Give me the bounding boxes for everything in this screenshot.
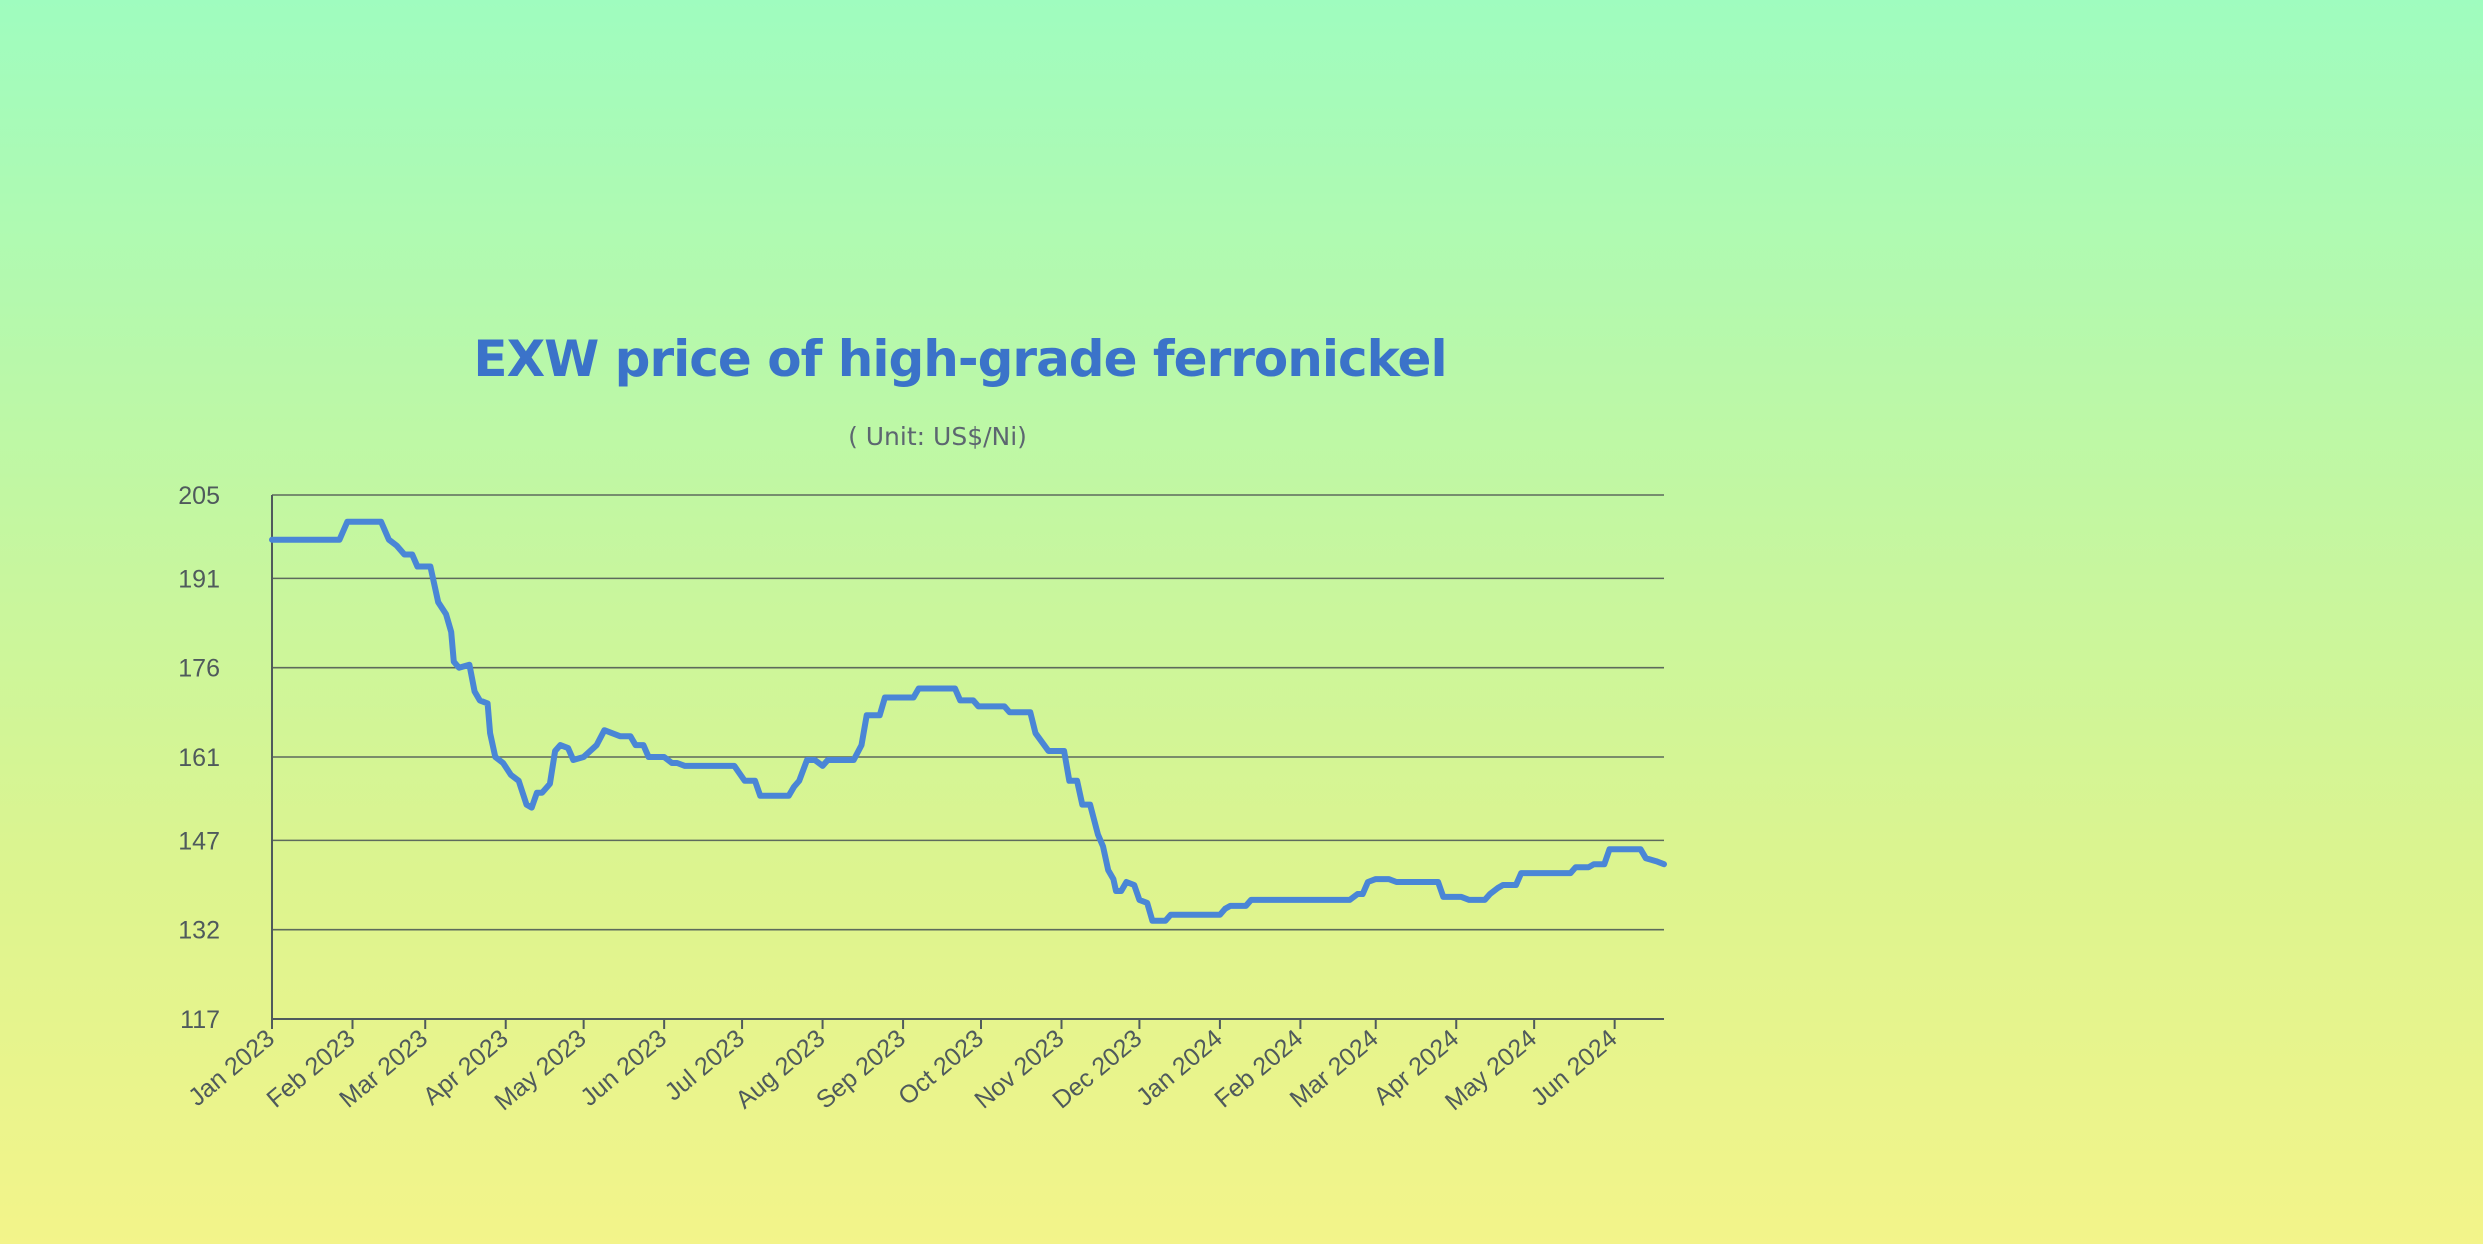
chart-subtitle: ( Unit: US$/Ni) [848,422,1027,451]
y-tick-labels: 205 191 176 161 147 132 117 [178,482,220,1034]
y-tick-label: 132 [178,917,220,945]
y-tick-label: 191 [178,565,220,593]
y-tick-label: 176 [178,655,220,683]
x-tick-label: Jun 2024 [1526,1024,1623,1112]
gridlines [272,494,1664,931]
axes [271,495,1664,1029]
chart-title: EXW price of high-grade ferronickel [473,330,1447,388]
price-series-line [269,518,1667,924]
series-layer [269,518,1667,924]
x-tick-label: Sep 2023 [811,1024,911,1114]
x-tick-label: Jan 2024 [1131,1024,1228,1112]
x-tick-label: Jan 2023 [183,1024,280,1112]
x-tick-label: Jun 2023 [575,1024,672,1112]
y-tick-label: 161 [178,744,220,772]
x-tick-label: Aug 2023 [730,1024,830,1114]
y-tick-label: 147 [178,827,220,855]
y-tick-label: 205 [178,482,220,510]
y-tick-label: 117 [180,1006,220,1034]
